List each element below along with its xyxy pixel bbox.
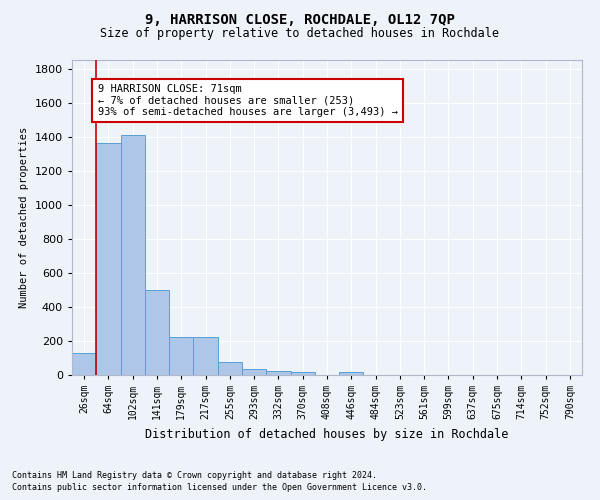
Bar <box>218 362 242 375</box>
Text: 9 HARRISON CLOSE: 71sqm
← 7% of detached houses are smaller (253)
93% of semi-de: 9 HARRISON CLOSE: 71sqm ← 7% of detached… <box>97 84 398 117</box>
Y-axis label: Number of detached properties: Number of detached properties <box>19 127 29 308</box>
Text: Contains public sector information licensed under the Open Government Licence v3: Contains public sector information licen… <box>12 484 427 492</box>
Bar <box>290 372 315 375</box>
Bar <box>266 372 290 375</box>
Bar <box>96 144 121 375</box>
Bar <box>169 336 193 375</box>
Bar <box>72 353 96 375</box>
X-axis label: Distribution of detached houses by size in Rochdale: Distribution of detached houses by size … <box>145 428 509 440</box>
Bar <box>121 135 145 375</box>
Text: 9, HARRISON CLOSE, ROCHDALE, OL12 7QP: 9, HARRISON CLOSE, ROCHDALE, OL12 7QP <box>145 12 455 26</box>
Text: Contains HM Land Registry data © Crown copyright and database right 2024.: Contains HM Land Registry data © Crown c… <box>12 471 377 480</box>
Text: Size of property relative to detached houses in Rochdale: Size of property relative to detached ho… <box>101 28 499 40</box>
Bar <box>242 368 266 375</box>
Bar <box>193 336 218 375</box>
Bar <box>145 290 169 375</box>
Bar <box>339 372 364 375</box>
